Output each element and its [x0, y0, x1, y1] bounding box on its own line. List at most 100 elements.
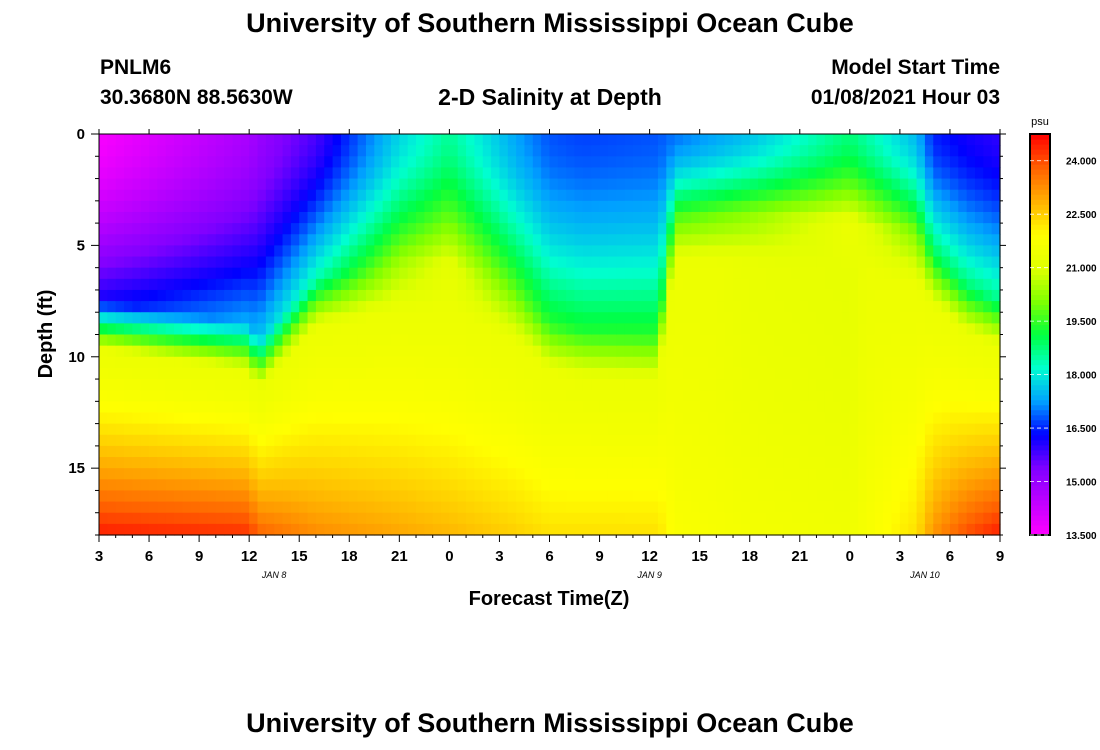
heatmap-cell — [791, 401, 801, 414]
heatmap-cell — [357, 189, 367, 202]
heatmap-cell — [124, 512, 133, 525]
heatmap-cell — [783, 423, 793, 436]
heatmap-cell — [649, 490, 659, 503]
heatmap-cell — [207, 167, 217, 180]
heatmap-cell — [741, 267, 751, 280]
heatmap-cell — [516, 289, 526, 302]
heatmap-cell — [591, 278, 601, 291]
heatmap-cell — [516, 189, 526, 202]
heatmap-cell — [99, 145, 108, 157]
heatmap-cell — [841, 345, 851, 358]
heatmap-cell — [407, 301, 417, 313]
heatmap-cell — [808, 245, 818, 258]
heatmap-cell — [591, 245, 601, 258]
heatmap-cell — [883, 156, 893, 169]
heatmap-cell — [466, 501, 476, 514]
heatmap-cell — [624, 145, 634, 157]
x-tick-label: 9 — [195, 548, 203, 565]
heatmap-cell — [557, 134, 567, 146]
heatmap-cell — [991, 401, 1001, 414]
heatmap-cell — [974, 234, 984, 246]
heatmap-cell — [866, 301, 876, 313]
heatmap-cell — [365, 278, 375, 291]
heatmap-cell — [507, 345, 517, 358]
heatmap-cell — [157, 512, 167, 525]
heatmap-cell — [566, 468, 576, 480]
heatmap-cell — [733, 323, 742, 336]
heatmap-cell — [624, 334, 634, 347]
heatmap-cell — [691, 278, 701, 291]
heatmap-cell — [774, 211, 784, 224]
heatmap-cell — [282, 479, 292, 492]
heatmap-cell — [349, 367, 359, 380]
heatmap-cell — [507, 245, 517, 258]
heatmap-cell — [382, 189, 392, 202]
heatmap-cell — [666, 367, 676, 380]
heatmap-cell — [758, 412, 767, 425]
heatmap-cell — [858, 523, 868, 536]
heatmap-cell — [724, 134, 734, 146]
heatmap-cell — [516, 334, 526, 347]
heatmap-cell — [190, 367, 200, 380]
heatmap-cell — [549, 278, 559, 291]
heatmap-cell — [190, 245, 200, 258]
heatmap-cell — [115, 401, 125, 414]
heatmap-cell — [432, 211, 442, 224]
heatmap-cell — [699, 145, 709, 157]
heatmap-cell — [908, 423, 918, 436]
heatmap-cell — [557, 200, 567, 213]
heatmap-cell — [858, 423, 868, 436]
heatmap-cell — [733, 245, 742, 258]
heatmap-cell — [582, 445, 592, 458]
heatmap-cell — [516, 200, 526, 213]
heatmap-cell — [874, 134, 884, 146]
heatmap-cell — [299, 323, 309, 336]
heatmap-cell — [774, 379, 784, 391]
heatmap-cell — [724, 145, 734, 157]
heatmap-cell — [132, 356, 142, 369]
heatmap-cell — [924, 345, 934, 358]
heatmap-cell — [908, 490, 918, 503]
heatmap-cell — [791, 423, 801, 436]
heatmap-cell — [582, 178, 592, 191]
heatmap-cell — [290, 490, 300, 503]
heatmap-cell — [282, 289, 292, 302]
heatmap-cell — [741, 434, 751, 447]
heatmap-cell — [224, 457, 234, 469]
heatmap-cell — [916, 490, 926, 503]
colorbar-band — [1030, 419, 1050, 426]
heatmap-cell — [916, 234, 926, 246]
heatmap-cell — [357, 145, 367, 157]
heatmap-cell — [482, 267, 492, 280]
heatmap-cell — [599, 390, 609, 402]
heatmap-cell — [441, 256, 450, 269]
colorbar-band — [1030, 284, 1050, 290]
heatmap-cell — [482, 334, 492, 347]
heatmap-cell — [933, 234, 943, 246]
colorbar-band — [1030, 174, 1050, 180]
heatmap-cell — [916, 401, 926, 414]
heatmap-cell — [491, 501, 501, 514]
heatmap-cell — [115, 412, 125, 425]
heatmap-cell — [240, 434, 250, 447]
heatmap-cell — [966, 423, 976, 436]
colorbar-band — [1030, 234, 1050, 240]
heatmap-cell — [115, 501, 125, 514]
heatmap-cell — [399, 245, 409, 258]
heatmap-cell — [449, 156, 459, 169]
heatmap-cell — [949, 423, 959, 436]
heatmap-cell — [140, 334, 150, 347]
heatmap-cell — [941, 445, 951, 458]
heatmap-cell — [916, 412, 926, 425]
colorbar-band — [1030, 464, 1050, 471]
heatmap-cell — [599, 278, 609, 291]
heatmap-cell — [157, 156, 167, 169]
heatmap-cell — [332, 267, 342, 280]
heatmap-cell — [340, 423, 350, 436]
heatmap-cell — [541, 468, 551, 480]
colorbar-band — [1030, 394, 1050, 401]
heatmap-cell — [516, 379, 526, 391]
heatmap-cell — [399, 312, 409, 324]
heatmap-cell — [866, 501, 876, 514]
